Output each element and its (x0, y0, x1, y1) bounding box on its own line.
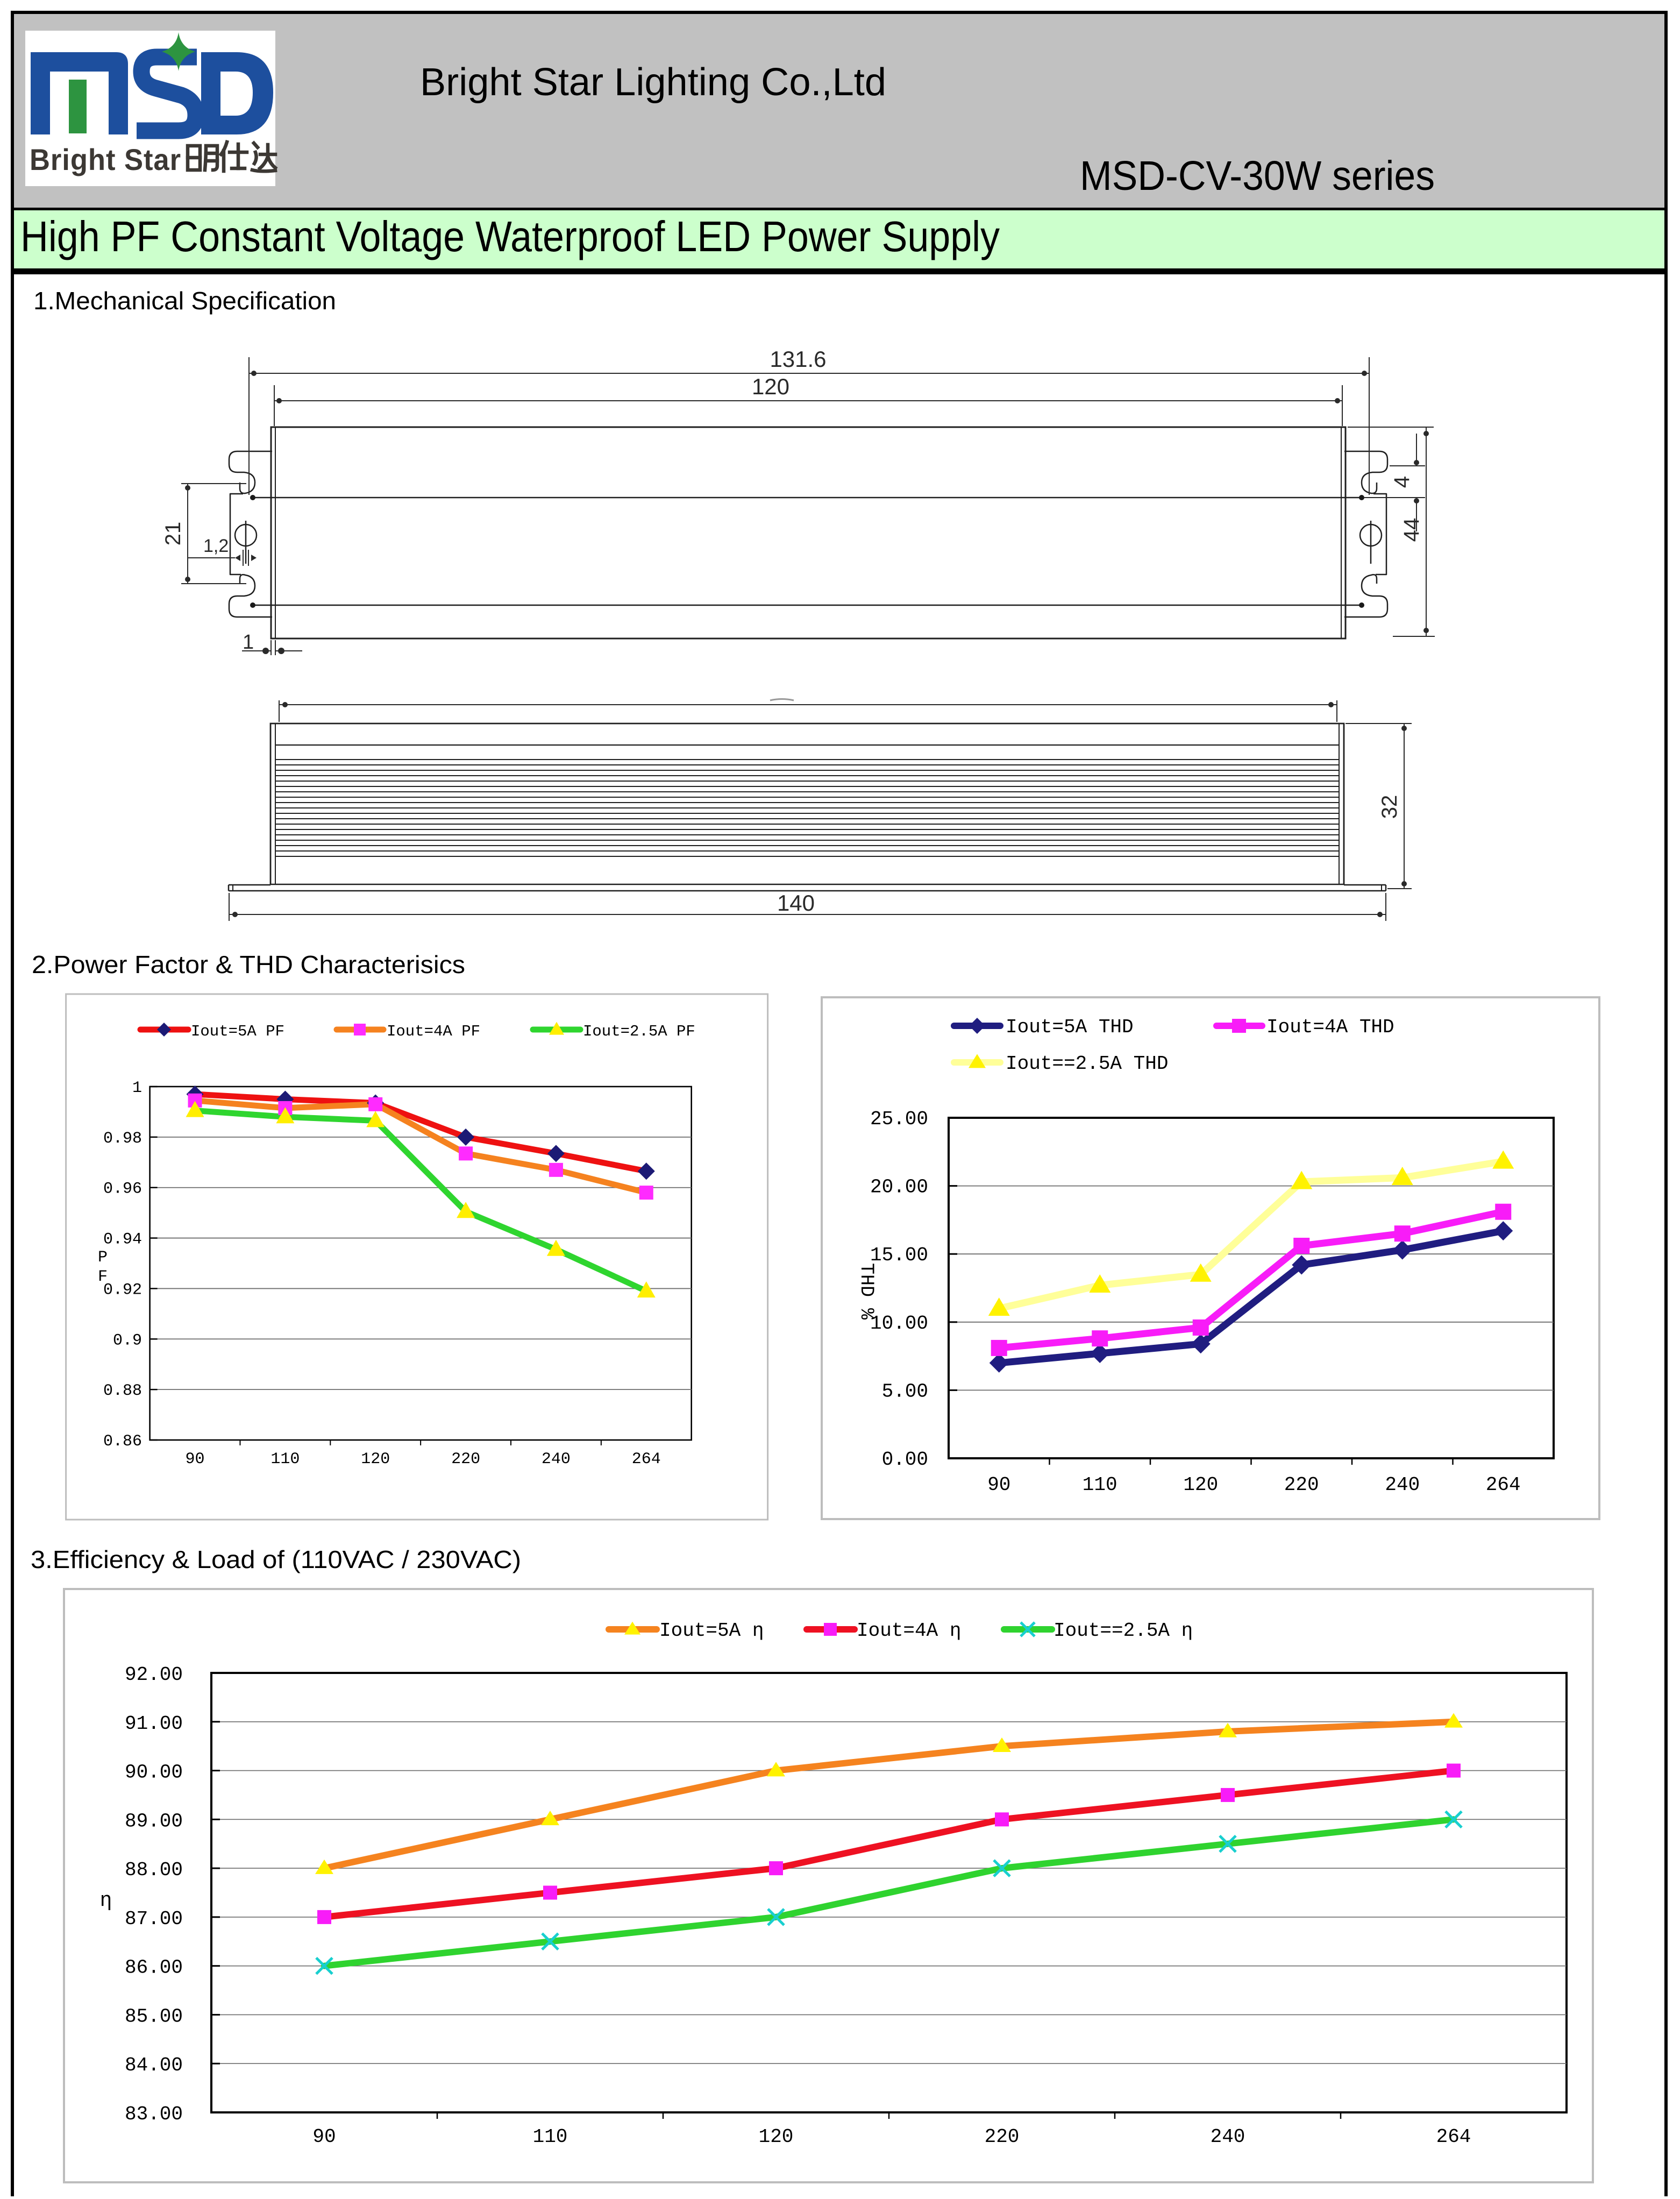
svg-text:264: 264 (1486, 1474, 1521, 1496)
svg-text:120: 120 (752, 374, 789, 399)
svg-text:110: 110 (533, 2126, 568, 2148)
svg-text:88.00: 88.00 (125, 1859, 183, 1881)
svg-text:110: 110 (270, 1450, 300, 1469)
svg-text:Iout=4A THD: Iout=4A THD (1266, 1016, 1394, 1038)
svg-text:Bright Star: Bright Star (30, 143, 181, 176)
svg-text:120: 120 (1183, 1474, 1218, 1496)
svg-text:240: 240 (542, 1450, 571, 1469)
svg-text:91.00: 91.00 (125, 1713, 183, 1735)
svg-text:15.00: 15.00 (870, 1244, 928, 1266)
svg-text:120: 120 (759, 2126, 794, 2148)
svg-text:3.Efficiency & Load of (110VAC: 3.Efficiency & Load of (110VAC / 230VAC) (31, 1545, 521, 1573)
svg-text:0.86: 0.86 (103, 1432, 142, 1451)
svg-text:Iout=4A η: Iout=4A η (857, 1620, 961, 1642)
svg-text:20.00: 20.00 (870, 1176, 928, 1198)
svg-text:131.6: 131.6 (770, 346, 826, 372)
svg-text:Iout==2.5A THD: Iout==2.5A THD (1006, 1053, 1168, 1075)
svg-text:2.Power Factor & THD Character: 2.Power Factor & THD Characterisics (32, 950, 465, 978)
svg-text:THD %: THD % (856, 1263, 877, 1320)
svg-text:44: 44 (1400, 518, 1423, 542)
svg-text:85.00: 85.00 (125, 2005, 183, 2027)
svg-text:0.00: 0.00 (882, 1449, 928, 1471)
svg-text:90: 90 (312, 2126, 336, 2148)
svg-text:264: 264 (1436, 2126, 1471, 2148)
svg-text:83.00: 83.00 (125, 2103, 183, 2125)
svg-text:110: 110 (1083, 1474, 1117, 1496)
svg-text:90.00: 90.00 (125, 1762, 183, 1784)
svg-text:P: P (98, 1249, 108, 1267)
svg-text:1: 1 (243, 631, 254, 654)
svg-text:0.9: 0.9 (113, 1331, 142, 1350)
svg-text:25.00: 25.00 (870, 1108, 928, 1130)
svg-text:220: 220 (1284, 1474, 1319, 1496)
svg-text:120: 120 (361, 1450, 390, 1469)
svg-text:Iout=5A η: Iout=5A η (659, 1620, 764, 1642)
svg-text:92.00: 92.00 (125, 1664, 183, 1686)
svg-text:0.94: 0.94 (103, 1231, 142, 1249)
svg-text:1.Mechanical Specification: 1.Mechanical Specification (33, 287, 336, 315)
svg-text:Iout=5A PF: Iout=5A PF (191, 1023, 284, 1040)
svg-text:264: 264 (632, 1450, 661, 1469)
svg-text:5.00: 5.00 (882, 1380, 928, 1402)
svg-text:MSD-CV-30W series: MSD-CV-30W series (1080, 153, 1435, 199)
svg-text:240: 240 (1385, 1474, 1420, 1496)
svg-text:Iout=2.5A PF: Iout=2.5A PF (583, 1023, 695, 1040)
svg-text:Iout=5A THD: Iout=5A THD (1006, 1016, 1134, 1038)
svg-text:140: 140 (777, 890, 815, 916)
svg-text:89.00: 89.00 (125, 1810, 183, 1832)
svg-text:220: 220 (985, 2126, 1020, 2148)
svg-text:90: 90 (185, 1450, 204, 1469)
svg-text:η: η (100, 1889, 112, 1912)
svg-text:10.00: 10.00 (870, 1313, 928, 1335)
svg-text:Iout==2.5A η: Iout==2.5A η (1053, 1620, 1193, 1642)
svg-text:84.00: 84.00 (125, 2054, 183, 2076)
svg-text:1: 1 (132, 1079, 142, 1097)
svg-text:220: 220 (451, 1450, 480, 1469)
svg-text:F: F (98, 1268, 108, 1286)
svg-text:0.96: 0.96 (103, 1180, 142, 1198)
svg-text:0.88: 0.88 (103, 1382, 142, 1400)
svg-text:4: 4 (1390, 476, 1414, 488)
svg-text:0.98: 0.98 (103, 1130, 142, 1148)
svg-text:Bright Star Lighting Co.,Ltd: Bright Star Lighting Co.,Ltd (420, 61, 886, 104)
svg-text:32: 32 (1378, 795, 1401, 819)
svg-text:87.00: 87.00 (125, 1908, 183, 1930)
svg-text:1,2: 1,2 (203, 536, 229, 556)
svg-text:90: 90 (987, 1474, 1010, 1496)
svg-text:86.00: 86.00 (125, 1957, 183, 1979)
svg-text:High PF Constant Voltage Water: High PF Constant Voltage Waterproof LED … (20, 212, 1000, 260)
svg-text:21: 21 (161, 522, 185, 546)
svg-text:240: 240 (1211, 2126, 1245, 2148)
svg-text:Iout=4A PF: Iout=4A PF (387, 1023, 480, 1040)
svg-text:0.92: 0.92 (103, 1281, 142, 1299)
